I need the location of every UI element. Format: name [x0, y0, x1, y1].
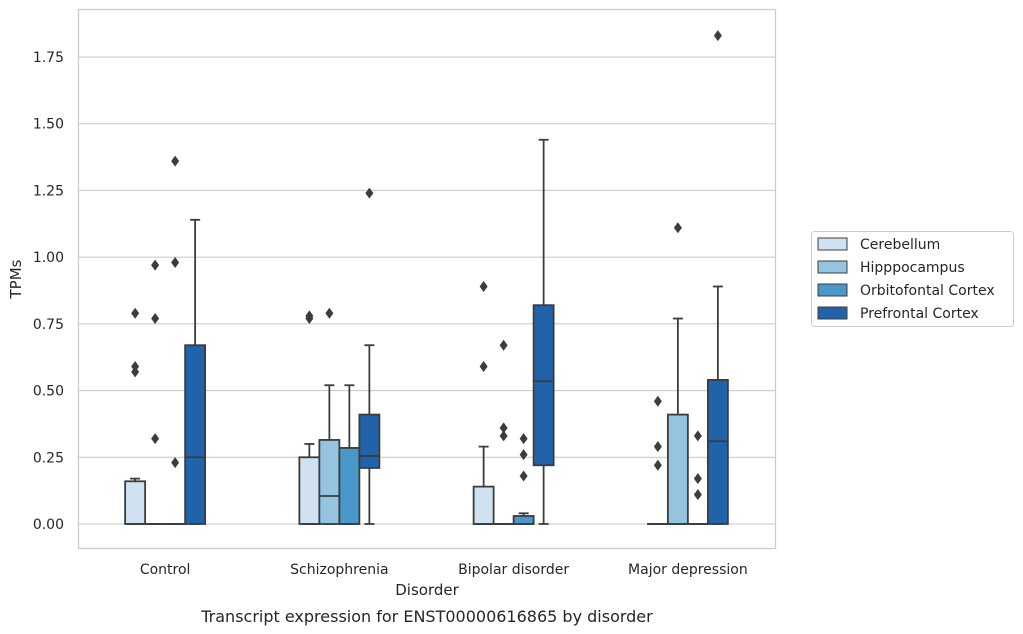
outlier-point [673, 222, 682, 234]
box-hipppocampus [144, 259, 167, 525]
y-tick-label: 0.75 [33, 317, 64, 333]
legend-label: Prefrontal Cortex [860, 306, 979, 322]
box-body [124, 480, 147, 525]
box-prefrontal-cortex [532, 138, 555, 525]
y-tick-label: 1.00 [33, 250, 64, 266]
x-axis-label: Disorder [395, 581, 459, 599]
box-cerebellum [646, 395, 669, 525]
box-prefrontal-cortex [706, 30, 729, 525]
box-hipppocampus [666, 222, 689, 525]
y-tick-label: 0.50 [33, 384, 64, 400]
y-tick-label: 1.25 [33, 183, 64, 199]
box-hipppocampus [492, 339, 515, 525]
outlier-point [693, 430, 702, 442]
legend-swatch [817, 283, 848, 297]
box-groups [124, 30, 729, 525]
outlier-point [131, 307, 140, 319]
box-prefrontal-cortex [358, 187, 381, 525]
outlier-point [653, 459, 662, 471]
legend-swatch [817, 306, 848, 320]
legend-swatch [817, 260, 848, 274]
y-tick-label: 0.25 [33, 450, 64, 466]
outlier-point [653, 441, 662, 453]
x-tick-label: Major depression [628, 562, 748, 578]
outlier-point [693, 473, 702, 485]
box-orbitofontal-cortex [512, 433, 535, 525]
legend-label: Cerebellum [860, 237, 940, 253]
outlier-point [171, 155, 180, 167]
y-tick-label: 0.00 [33, 517, 64, 533]
outlier-point [131, 366, 140, 378]
box-cerebellum [298, 310, 321, 525]
x-tick-labels: Control Schizophrenia Bipolar disorder Majo… [140, 562, 748, 578]
box-cerebellum [124, 307, 147, 525]
box-body [298, 456, 321, 525]
outlier-point [365, 187, 374, 199]
box-body [706, 378, 729, 525]
box-orbitofontal-cortex [164, 155, 187, 525]
box-body [338, 447, 361, 525]
legend-label: Orbitofontal Cortex [860, 283, 995, 299]
outlier-point [499, 430, 508, 442]
legend-frame [811, 231, 1014, 327]
legend-items: Cerebellum Hipppocampus Orbitofontal Corte… [817, 237, 995, 322]
box-orbitofontal-cortex [338, 384, 361, 525]
legend: Cerebellum Hipppocampus Orbitofontal Corte… [811, 231, 1014, 327]
outlier-point [325, 307, 334, 319]
outlier-point [171, 457, 180, 469]
x-tick-label: Control [140, 562, 191, 578]
outlier-point [171, 256, 180, 268]
box-body [532, 304, 555, 467]
box-body [512, 515, 535, 525]
plot-area-frame [77, 8, 777, 550]
box-body [358, 413, 381, 469]
outlier-point [305, 313, 314, 325]
outlier-point [479, 281, 488, 293]
outlier-point [151, 313, 160, 325]
outlier-point [151, 259, 160, 271]
legend-swatch [817, 237, 848, 251]
outlier-point [479, 361, 488, 373]
x-tick-label: Bipolar disorder [458, 562, 569, 578]
x-tick-label: Schizophrenia [290, 562, 388, 578]
y-tick-label: 1.75 [33, 50, 64, 66]
outlier-point [151, 433, 160, 445]
y-axis-label: TPMs [7, 259, 25, 299]
box-prefrontal-cortex [184, 218, 207, 525]
outlier-point [653, 395, 662, 407]
box-orbitofontal-cortex [686, 430, 709, 525]
outlier-point [499, 339, 508, 351]
outlier-point [499, 422, 508, 434]
chart-caption: Transcript expression for ENST0000061686… [200, 607, 653, 626]
box-body [666, 413, 689, 525]
box-body [472, 485, 495, 525]
outlier-point [519, 433, 528, 445]
outlier-point [693, 489, 702, 501]
box-hipppocampus [318, 307, 341, 525]
outlier-point [713, 30, 722, 42]
box-body [318, 439, 341, 525]
box-body [184, 344, 207, 525]
outlier-point [519, 470, 528, 482]
legend-label: Hipppocampus [860, 260, 965, 276]
outlier-point [519, 449, 528, 461]
y-tick-label: 1.50 [33, 117, 64, 133]
y-tick-labels: 0.00 0.25 0.50 0.75 1.00 1.25 1.50 1.75 [33, 50, 64, 533]
box-cerebellum [472, 281, 495, 525]
